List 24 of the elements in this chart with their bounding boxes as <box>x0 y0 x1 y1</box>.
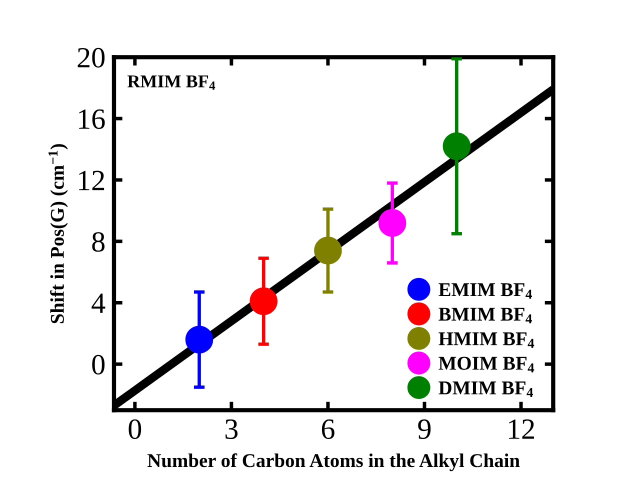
annotation: RMIM BF$_{4}$ <box>127 75 216 90</box>
x-tick-label: 0 <box>128 419 142 440</box>
x-tick-label: 6 <box>322 419 334 440</box>
legend-label: BMIM BF$_{4}$ <box>438 308 532 324</box>
legend-label: DMIM BF$_{4}$ <box>438 382 534 397</box>
x-tick-label: 9 <box>418 419 431 440</box>
y-tick-label: 8 <box>92 232 105 252</box>
point <box>314 236 342 264</box>
point <box>185 326 214 354</box>
y-tick-label: 20 <box>78 48 105 68</box>
point <box>378 209 406 237</box>
y-tick-label: 4 <box>92 294 106 313</box>
x-tick-label: 3 <box>226 419 238 440</box>
y-tick-label: 12 <box>79 170 104 190</box>
x-axis-title: Number of Carbon Atoms in the Alkyl Chain <box>148 453 520 472</box>
legend-label: MOIM BF$_{4}$ <box>438 356 534 372</box>
legend-label: HMIM BF$_{4}$ <box>438 332 534 348</box>
point <box>250 287 278 316</box>
x-tick-label: 12 <box>509 419 534 439</box>
y-tick-label: 16 <box>79 109 105 129</box>
point <box>442 132 471 160</box>
y-tick-label: 0 <box>92 354 105 375</box>
y-axis-title: Shift in Pos(G) (cm$^{−1}$) <box>48 144 68 324</box>
legend-label: EMIM BF$_{4}$ <box>438 283 532 299</box>
